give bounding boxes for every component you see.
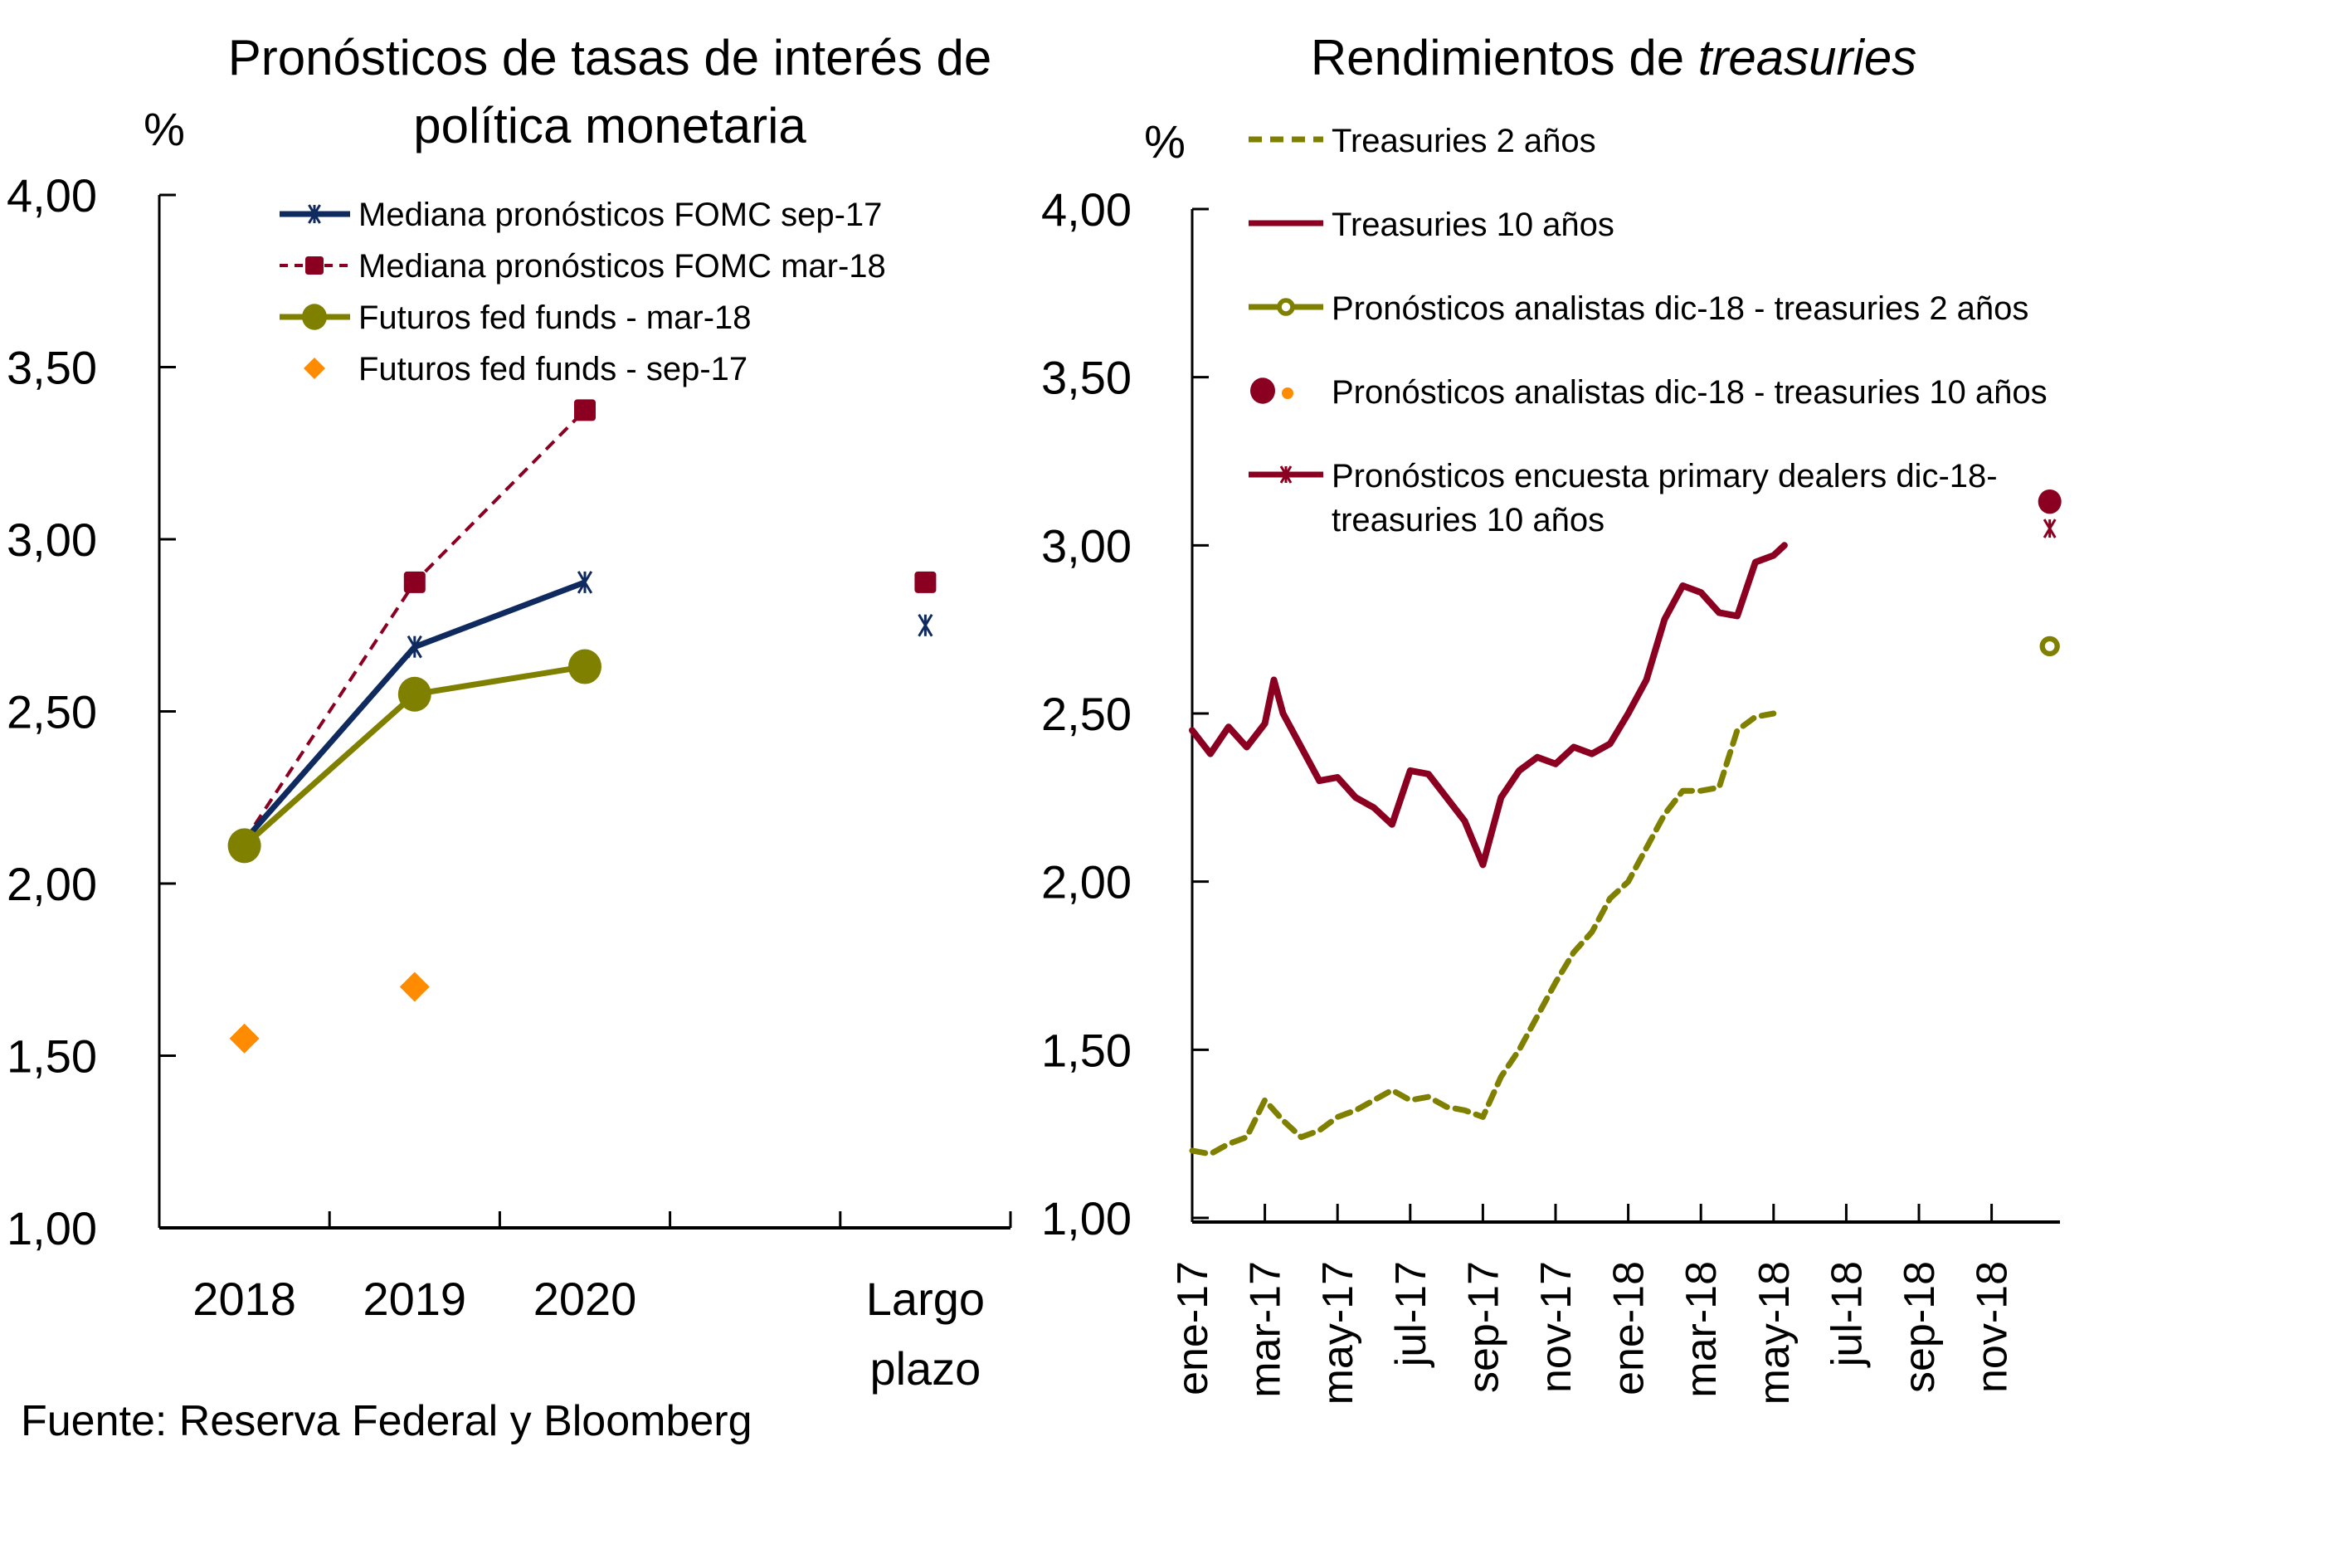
left-legend: Mediana pronósticos FOMC sep-17 Mediana p… [280,197,886,387]
left-data-point [577,571,593,594]
legend-label: Pronósticos analistas dic-18 - treasurie… [1332,374,2048,411]
left-category-label: 2018 [192,1273,296,1325]
source-note: Fuente: Reserva Federal y Bloomberg [21,1397,752,1445]
legend-marker-square-icon [305,256,324,275]
treasury-yields-chart: Rendimientos de treasuries % 1,00 1,50 2,0… [1041,30,2062,1405]
left-data-point [403,571,426,593]
right-x-tick-label: jul-17 [1387,1261,1435,1368]
legend-label: Futuros fed funds - sep-17 [358,351,747,387]
forecast-point [2039,635,2060,657]
right-x-tick-label: jul-18 [1823,1261,1871,1368]
right-x-tick-label: mar-18 [1678,1261,1726,1398]
forecast-point [2038,489,2062,514]
left-category-label: 2020 [533,1273,637,1325]
right-title-italic: treasuries [1698,30,1916,85]
legend-label: Futuros fed funds - mar-18 [358,299,752,336]
treasuries-2y-line [1189,710,1777,1157]
left-y-tick-label: 4,00 [7,169,97,222]
right-y-tick-label: 2,00 [1041,856,1132,908]
right-x-tick-label: ene-17 [1169,1261,1217,1395]
right-x-tick-label: nov-18 [1969,1261,2017,1393]
legend-label: Treasuries 2 años [1332,123,1596,159]
right-x-tick-labels: ene-17 mar-17 may-17 jul-17 sep-17 nov-17 ene-… [1169,1261,2017,1405]
legend-label: Mediana pronósticos FOMC mar-18 [358,248,886,285]
left-category-label: plazo [869,1342,981,1395]
left-y-tick-label: 1,50 [7,1030,97,1083]
left-data-point [227,828,261,864]
left-data-point [229,1023,260,1054]
left-series [227,399,937,1054]
treasuries-10y-line [1189,542,1788,869]
legend-label: Pronósticos analistas dic-18 - treasurie… [1332,290,2028,327]
right-x-tick-label: nov-17 [1532,1261,1580,1393]
right-series [1189,489,2062,1157]
legend-marker-asterisk-icon [1279,465,1293,484]
right-axes [1191,207,2060,1224]
forecast-point [2043,519,2057,538]
right-y-tick-label: 3,00 [1041,519,1132,572]
right-y-tick-label: 1,50 [1041,1024,1132,1076]
legend-label: treasuries 10 años [1332,502,1605,538]
right-x-tick-label: may-18 [1751,1261,1799,1405]
left-data-point [574,399,596,421]
left-y-tick-label: 2,50 [7,686,97,738]
left-y-tick-label: 1,00 [7,1202,97,1254]
right-y-tick-label: 1,00 [1041,1192,1132,1244]
right-x-tick-label: ene-18 [1605,1261,1653,1395]
legend-marker-circle-icon [302,304,327,330]
left-y-tick-label: 2,00 [7,858,97,910]
right-title-plain: Rendimientos de [1311,30,1698,85]
left-axes [158,193,1012,1230]
right-legend: Treasuries 2 años Treasuries 10 años Pronó… [1249,123,2048,538]
legend-marker-small-dot-icon [1282,387,1293,399]
right-y-tick-labels: 1,00 1,50 2,00 2,50 3,00 3,50 4,00 [1041,183,1132,1244]
legend-marker-diamond-icon [304,358,325,379]
right-x-tick-label: mar-17 [1242,1261,1290,1398]
left-data-point [407,635,422,659]
left-data-point [918,613,933,637]
left-category-label: 2019 [363,1273,467,1325]
right-chart-title: Rendimientos de treasuries [1311,30,1916,85]
left-data-point [399,971,430,1002]
left-y-tick-label: 3,00 [7,514,97,566]
right-y-tick-label: 2,50 [1041,688,1132,740]
legend-label: Pronósticos encuesta primary dealers dic… [1332,458,1998,494]
right-x-tick-label: may-17 [1314,1261,1362,1405]
left-y-tick-label: 3,50 [7,342,97,394]
right-y-axis-unit: % [1144,115,1186,168]
left-x-category-labels: 2018 2019 2020 Largo plazo [192,1273,985,1395]
policy-rate-forecast-chart: Pronósticos de tasas de interés de polít… [7,30,1012,1395]
legend-marker-asterisk-icon [308,204,321,224]
left-chart-title-line-1: Pronósticos de tasas de interés de [228,30,992,85]
right-y-tick-label: 3,50 [1041,352,1132,404]
left-y-axis-unit: % [144,103,185,155]
right-x-tick-label: sep-18 [1896,1261,1944,1393]
right-x-tick-label: sep-17 [1459,1261,1507,1393]
left-data-point [397,676,431,712]
left-data-point [568,649,601,684]
left-data-point [914,571,937,593]
legend-label: Mediana pronósticos FOMC sep-17 [358,197,882,233]
right-y-tick-label: 4,00 [1041,183,1132,236]
left-y-tick-labels: 1,00 1,50 2,00 2,50 3,00 3,50 4,00 [7,169,97,1254]
legend-label: Treasuries 10 años [1332,207,1614,243]
legend-marker-circle-icon [1250,377,1275,404]
left-chart-title-line-2: política monetaria [413,98,806,153]
legend-marker-ring-icon [1277,298,1295,316]
left-series-line [242,408,587,842]
left-category-label: Largo [866,1273,985,1325]
